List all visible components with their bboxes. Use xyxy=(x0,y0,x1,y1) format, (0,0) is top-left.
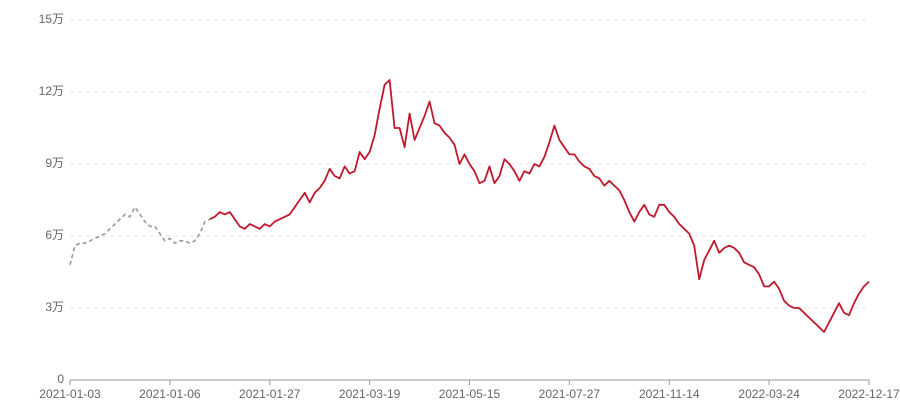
x-tick-label: 2021-05-15 xyxy=(439,387,501,400)
y-tick-label: 15万 xyxy=(39,12,64,26)
x-tick-label: 2021-03-19 xyxy=(339,387,401,400)
y-tick-label: 12万 xyxy=(39,84,64,98)
x-tick-label: 2022-12-17 xyxy=(838,387,900,400)
x-tick-label: 2021-07-27 xyxy=(539,387,601,400)
line-series xyxy=(69,206,211,266)
line-series xyxy=(209,79,870,333)
y-tick-label: 3万 xyxy=(45,300,64,314)
x-tick-label: 2021-01-27 xyxy=(239,387,301,400)
y-tick-label: 6万 xyxy=(45,228,64,242)
y-tick-label: 9万 xyxy=(45,156,64,170)
x-tick-label: 2021-11-14 xyxy=(639,387,700,400)
x-tick-label: 2021-01-06 xyxy=(139,387,201,400)
y-tick-label: 0 xyxy=(57,372,64,386)
x-tick-label: 2022-03-24 xyxy=(738,387,800,400)
x-tick-label: 2021-01-03 xyxy=(39,387,101,400)
